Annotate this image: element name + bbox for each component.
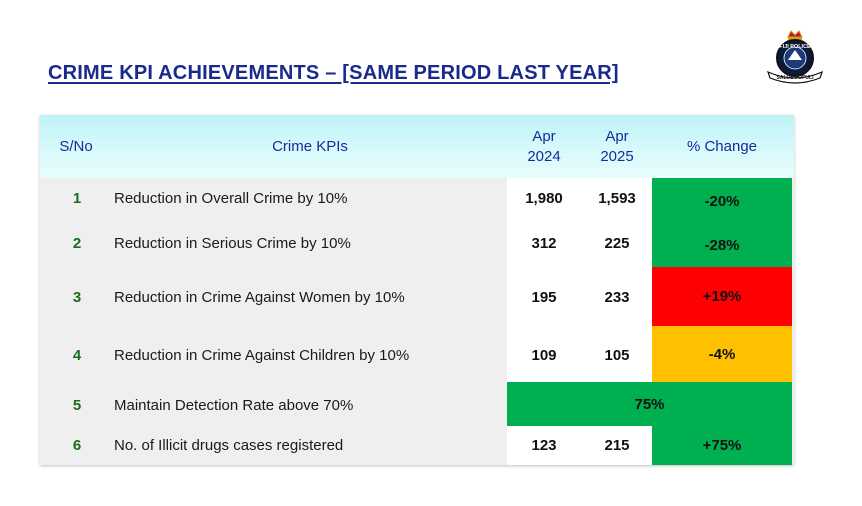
row-value-2025: 225 [604, 235, 630, 252]
row-change-badge: +19% [652, 267, 792, 326]
row-value-2025: 215 [604, 437, 630, 454]
row-value-2025: 1,593 [598, 190, 636, 207]
row-kpi: Maintain Detection Rate above 70% [114, 397, 354, 414]
row-change-badge: -20% [652, 178, 792, 224]
logo-text-top: FIJI POLICE [779, 44, 811, 50]
row-value-2024: 1,980 [525, 190, 563, 207]
row-value-2024: 195 [531, 289, 557, 306]
row-sno: 1 [72, 190, 82, 207]
header-apr-2024: Apr 2024 [514, 127, 574, 167]
row-change-badge: +75% [652, 426, 792, 465]
row-kpi: No. of Illicit drugs cases registered [114, 437, 344, 454]
header-kpi: Crime KPIs [272, 138, 348, 155]
row-kpi: Reduction in Crime Against Women by 10% [114, 289, 405, 306]
header-apr-2025: Apr 2025 [587, 127, 647, 167]
values-background-row6 [507, 426, 652, 465]
header-sno: S/No [59, 138, 93, 155]
row-change-badge: -28% [652, 224, 792, 267]
header-apr-2024-year: 2024 [527, 148, 561, 165]
values-background [507, 178, 652, 382]
row-merged-value-badge: 75% [507, 382, 792, 426]
fiji-police-crest-icon: FIJI POLICE SALUS POPULI [767, 30, 823, 84]
page-title: CRIME KPI ACHIEVEMENTS – [SAME PERIOD LA… [48, 62, 619, 84]
row-kpi: Reduction in Crime Against Children by 1… [114, 347, 410, 364]
row-sno: 3 [72, 289, 82, 306]
row-sno: 2 [72, 235, 82, 252]
row-kpi: Reduction in Serious Crime by 10% [114, 235, 351, 252]
row-sno: 4 [72, 347, 82, 364]
header-apr-2025-year: 2025 [600, 148, 634, 165]
row-value-2024: 123 [531, 437, 557, 454]
row-value-2024: 312 [531, 235, 557, 252]
row-value-2025: 233 [604, 289, 630, 306]
header-apr-2024-month: Apr [532, 128, 556, 145]
row-value-2025: 105 [604, 347, 630, 364]
row-kpi: Reduction in Overall Crime by 10% [114, 190, 348, 207]
row-sno: 5 [72, 397, 82, 414]
table-header: S/No Crime KPIs Apr 2024 Apr 2025 % Chan… [40, 115, 794, 178]
row-sno: 6 [72, 437, 82, 454]
row-change-badge: -4% [652, 326, 792, 382]
header-change: % Change [686, 138, 758, 155]
header-apr-2025-month: Apr [605, 128, 629, 145]
kpi-table: S/No Crime KPIs Apr 2024 Apr 2025 % Chan… [40, 115, 794, 465]
logo-text-bottom: SALUS POPULI [777, 75, 815, 81]
row-value-2024: 109 [531, 347, 557, 364]
